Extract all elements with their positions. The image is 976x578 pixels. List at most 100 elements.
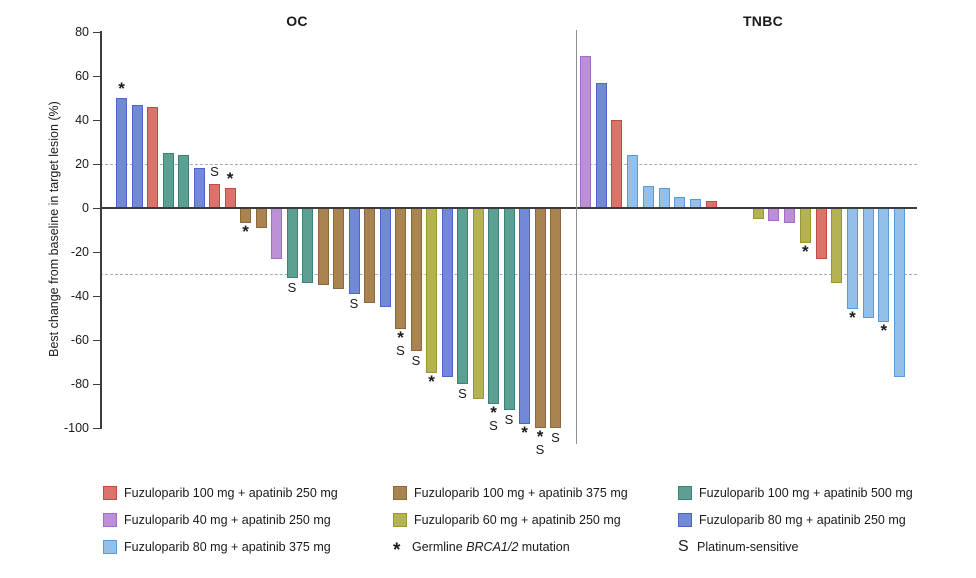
bar: [658, 188, 670, 208]
legend-label: Fuzuloparib 60 mg + apatinib 250 mg: [414, 513, 621, 527]
bar: [752, 208, 764, 219]
legend-item: Fuzuloparib 100 mg + apatinib 250 mg: [103, 484, 338, 502]
bar: [519, 208, 530, 424]
bar: [878, 208, 890, 323]
brca-mutation-marker: * S: [480, 402, 508, 433]
bar: [209, 183, 220, 208]
panel-title-oc: OC: [286, 13, 308, 29]
bar: [642, 186, 654, 208]
bar: [472, 208, 484, 400]
legend-item: * Germline BRCA1/2 mutation: [393, 538, 570, 561]
star-glyph: *: [536, 427, 544, 446]
bar: [302, 208, 313, 283]
bar: [503, 208, 515, 411]
reference-line: [100, 164, 917, 165]
bar: [488, 208, 499, 404]
bar: [395, 208, 406, 329]
star-glyph: *: [490, 402, 497, 422]
y-axis-spine: [100, 31, 102, 429]
panel-divider: [576, 30, 577, 444]
y-axis-tick: [93, 427, 100, 429]
y-axis-tick: [93, 75, 100, 77]
legend-label-part: BRCA1/2: [466, 540, 519, 554]
brca-mutation-marker: *: [108, 79, 136, 98]
bar: [784, 208, 796, 224]
s-glyph: S: [504, 412, 514, 428]
star-glyph: *: [226, 169, 234, 189]
legend-label: Platinum-sensitive: [697, 540, 799, 554]
bar: [364, 208, 375, 303]
legend-item: Fuzuloparib 100 mg + apatinib 500 mg: [678, 484, 913, 502]
s-glyph: S: [535, 442, 545, 457]
s-glyph: S: [287, 280, 297, 296]
bar: [611, 120, 623, 208]
brca-mutation-marker: *: [870, 321, 898, 341]
star-glyph: *: [428, 372, 435, 391]
bar: [333, 208, 344, 290]
star-glyph: *: [880, 321, 888, 341]
bar: [224, 188, 236, 208]
brca-mutation-marker: *: [791, 242, 819, 262]
legend-swatch: [678, 486, 692, 500]
legend-swatch: [103, 486, 117, 500]
s-glyph: S: [489, 417, 498, 433]
s-glyph: S: [349, 295, 359, 311]
platinum-sensitive-marker: S: [495, 413, 523, 427]
s-glyph: S: [396, 343, 405, 358]
bar: [286, 208, 298, 279]
y-axis-tick: [93, 295, 100, 297]
legend-swatch: [103, 540, 117, 554]
bar: [131, 104, 143, 208]
legend-label: Fuzuloparib 80 mg + apatinib 250 mg: [699, 513, 906, 527]
bar: [768, 208, 780, 222]
s-glyph: S: [458, 386, 467, 401]
bar: [147, 106, 158, 208]
brca-mutation-marker: * S: [526, 427, 554, 457]
star-symbol: *: [393, 540, 401, 561]
legend-item: Fuzuloparib 80 mg + apatinib 250 mg: [678, 511, 906, 529]
y-axis-tick-label: -60: [70, 333, 89, 347]
brca-mutation-marker: *: [418, 372, 446, 391]
y-axis-tick-label: 80: [75, 25, 89, 39]
brca-mutation-marker: *: [232, 222, 260, 242]
brca-mutation-marker: * S: [387, 328, 415, 358]
y-axis-tick-label: -80: [70, 377, 89, 391]
y-axis-tick-label: -20: [70, 245, 89, 259]
y-axis-tick-label: -40: [70, 289, 89, 303]
bar: [116, 98, 127, 208]
bar: [410, 208, 422, 351]
star-glyph: *: [397, 328, 404, 347]
y-axis-tick: [93, 251, 100, 253]
legend-item: Fuzuloparib 100 mg + apatinib 375 mg: [393, 484, 628, 502]
panel-title-tnbc: TNBC: [742, 13, 784, 29]
legend-item: Fuzuloparib 40 mg + apatinib 250 mg: [103, 511, 331, 529]
legend-label: Germline BRCA1/2 mutation: [412, 540, 570, 554]
legend-label: Fuzuloparib 100 mg + apatinib 250 mg: [124, 486, 338, 500]
bar: [799, 208, 811, 244]
legend-label: Fuzuloparib 100 mg + apatinib 375 mg: [414, 486, 628, 500]
bar: [550, 208, 561, 428]
bar: [862, 208, 874, 318]
s-glyph: S: [210, 163, 219, 179]
star-glyph: *: [801, 242, 809, 262]
star-glyph: *: [521, 422, 528, 442]
bar: [441, 208, 453, 378]
s-glyph: S: [551, 430, 560, 445]
bar: [457, 208, 468, 384]
legend-item: Fuzuloparib 60 mg + apatinib 250 mg: [393, 511, 621, 529]
brca-mutation-marker: *: [511, 422, 539, 442]
legend-item: S Platinum-sensitive: [678, 538, 798, 556]
bar: [255, 208, 267, 228]
y-axis-tick-label: 60: [75, 69, 89, 83]
bar: [379, 208, 391, 307]
star-glyph: *: [242, 222, 249, 242]
bar: [271, 208, 282, 259]
legend-item: Fuzuloparib 80 mg + apatinib 375 mg: [103, 538, 331, 556]
bar: [627, 155, 639, 208]
y-axis-tick: [93, 207, 100, 209]
star-glyph: *: [118, 79, 125, 98]
legend: Fuzuloparib 100 mg + apatinib 250 mg Fuzu…: [0, 481, 976, 571]
legend-label: Fuzuloparib 40 mg + apatinib 250 mg: [124, 513, 331, 527]
bar: [595, 82, 607, 208]
